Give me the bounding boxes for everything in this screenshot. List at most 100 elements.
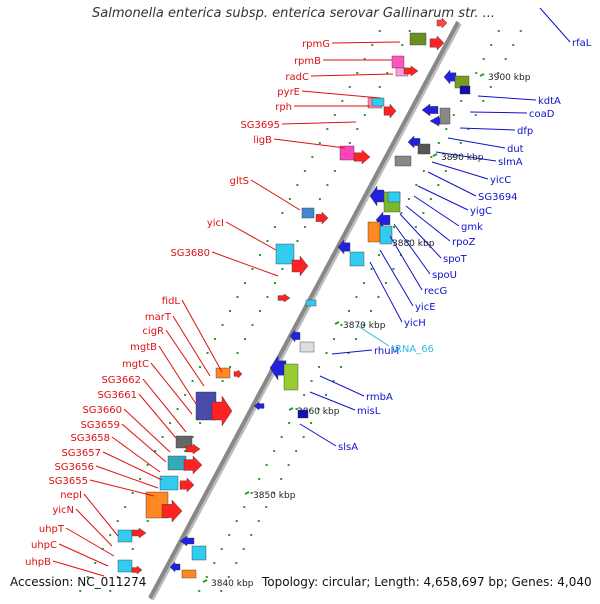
track-dot <box>497 72 500 74</box>
track-dot <box>326 128 329 130</box>
right-gene-label: dfp <box>517 126 533 137</box>
left-gene-label: SG3657 <box>61 448 101 459</box>
right-gene-leader <box>405 205 451 242</box>
scale-tick <box>479 73 485 77</box>
track-dot <box>340 324 343 326</box>
left-gene-leader <box>250 179 301 211</box>
left-gene-label: fidL <box>162 296 181 307</box>
track-dot <box>378 86 381 88</box>
gene-box <box>394 155 412 167</box>
right-gene-leader <box>379 249 414 307</box>
track-dot <box>318 366 321 368</box>
track-dot <box>266 240 269 242</box>
gene-arrow <box>337 239 351 255</box>
track-dot <box>363 114 366 116</box>
track-dot <box>348 142 351 144</box>
track-dot <box>259 310 261 312</box>
track-dot <box>273 226 276 228</box>
left-gene-leader <box>142 378 187 433</box>
track-dot <box>139 478 142 480</box>
gene-arrow <box>233 369 243 379</box>
track-dot <box>280 478 283 480</box>
left-gene-leader <box>65 527 115 557</box>
scale-label: 3840 kbp <box>211 579 254 589</box>
left-gene-label: rpmB <box>294 56 321 67</box>
track-dot <box>333 338 336 340</box>
track-dot <box>386 72 389 74</box>
track-dot <box>199 422 202 424</box>
track-dot <box>198 590 201 592</box>
track-dot <box>407 198 410 200</box>
track-dot <box>214 338 217 340</box>
track-dot <box>265 506 268 508</box>
track-dot <box>273 450 276 452</box>
track-dot <box>258 478 261 480</box>
track-dot <box>467 128 470 130</box>
track-dot <box>176 408 179 410</box>
track-dot <box>146 464 149 466</box>
gene-arrow <box>421 103 439 117</box>
left-gene-label: rpmG <box>302 39 330 50</box>
track-dot <box>489 86 492 88</box>
scale-tick <box>244 491 250 495</box>
left-gene-leader <box>158 345 197 405</box>
track-dot <box>311 156 314 158</box>
gene-box <box>299 341 315 353</box>
track-dot <box>94 562 97 564</box>
track-dot <box>288 198 291 200</box>
track-dot <box>227 576 230 578</box>
track-dot <box>490 44 493 46</box>
right-gene-label: rmbA <box>366 392 393 403</box>
gene-box <box>391 55 405 69</box>
left-gene-label: yicN <box>52 505 74 516</box>
rna-label: tRNA_66 <box>391 344 434 355</box>
track-dot <box>79 590 82 592</box>
track-dot <box>422 212 425 214</box>
gene-box <box>379 225 393 245</box>
track-dot <box>131 492 134 494</box>
gene-box <box>459 85 471 95</box>
track-dot <box>310 380 313 382</box>
left-gene-leader <box>225 221 277 251</box>
right-gene-leader <box>417 185 469 211</box>
track-dot <box>221 380 224 382</box>
track-dot <box>235 520 238 522</box>
left-gene-leader <box>310 73 394 77</box>
left-gene-label: nepI <box>60 490 82 501</box>
left-gene-leader <box>121 423 167 463</box>
left-gene-label: SG3659 <box>80 420 120 431</box>
track-dot <box>333 114 336 116</box>
track-dot <box>243 506 246 508</box>
gene-box <box>181 569 197 579</box>
right-gene-leader <box>389 235 423 291</box>
gene-arrow <box>183 455 203 475</box>
right-gene-leader <box>413 195 460 227</box>
right-gene-label: rhuM <box>374 346 399 357</box>
right-gene-label: gmk <box>461 222 483 233</box>
track-dot <box>281 212 284 214</box>
gene-arrow <box>383 103 397 119</box>
track-dot <box>280 436 283 438</box>
track-dot <box>303 394 306 396</box>
scale-label: 3880 kbp <box>392 239 435 249</box>
left-gene-label: mgtC <box>122 359 149 370</box>
right-gene-leader <box>427 171 477 197</box>
left-gene-leader <box>211 251 279 277</box>
left-gene-label: uhpC <box>31 540 57 551</box>
left-gene-leader <box>58 543 109 567</box>
track-dot <box>437 142 440 144</box>
right-gene-label: rfaL <box>572 38 592 49</box>
track-dot <box>303 170 306 172</box>
track-dot <box>355 338 358 340</box>
left-gene-leader <box>172 315 211 377</box>
track-dot <box>414 226 417 228</box>
track-dot <box>250 492 253 494</box>
gene-box <box>283 363 299 391</box>
gene-box <box>305 299 317 307</box>
left-gene-leader <box>123 408 171 453</box>
right-gene-leader <box>399 213 442 259</box>
track-dot <box>228 534 231 536</box>
right-gene-label: spoU <box>432 270 457 281</box>
gene-arrow <box>443 69 457 85</box>
track-dot <box>220 548 223 550</box>
